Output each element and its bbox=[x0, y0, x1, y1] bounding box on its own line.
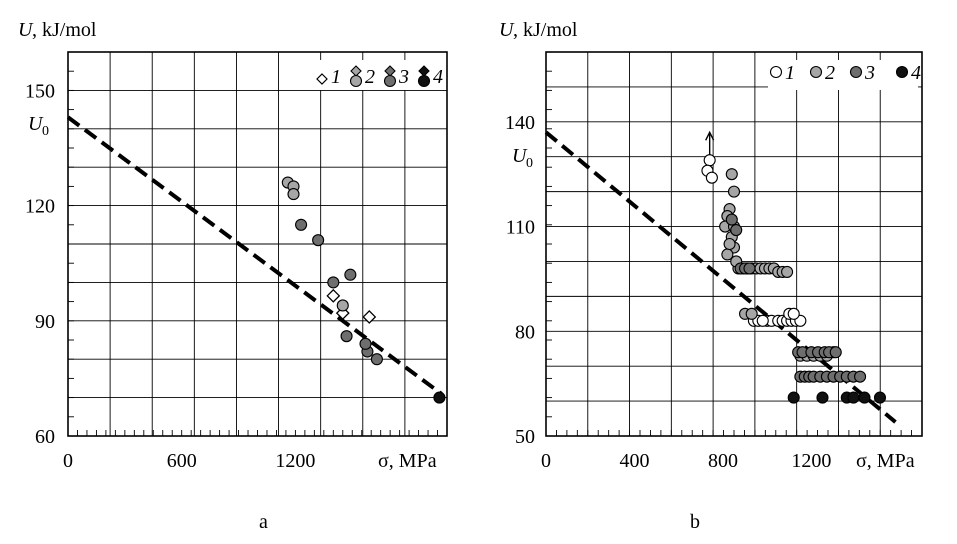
panel-a-y-tick-label: 60 bbox=[35, 426, 55, 448]
panel-b-frame bbox=[545, 51, 923, 437]
panel-b-y-tick-label: 50 bbox=[515, 426, 535, 448]
legend-circle-4 bbox=[417, 74, 431, 88]
panel-a-u0-label: U bbox=[28, 113, 44, 135]
panel-a-legend: 1 2 3 4 bbox=[314, 60, 443, 90]
panel-b-label: b bbox=[690, 511, 700, 533]
panel-b-arrow-head bbox=[705, 130, 715, 141]
series-1-point bbox=[705, 171, 718, 184]
panel-b-u0-sub: 0 bbox=[526, 156, 533, 171]
series-3-point bbox=[743, 262, 756, 275]
series-2-point bbox=[287, 188, 300, 201]
panel-b-legend: 1 2 3 4 bbox=[768, 60, 921, 90]
series-2-point bbox=[725, 168, 738, 181]
panel-b-points bbox=[701, 154, 887, 404]
panel-b-ylabel-symbol: U bbox=[499, 19, 515, 41]
panel-b-x-tick-label: 0 bbox=[541, 450, 551, 472]
panel-a-ticks: 0 600 1200 60 90 120 150 bbox=[25, 70, 438, 472]
legend-circle-2 bbox=[349, 74, 363, 88]
series-4-point bbox=[816, 391, 829, 404]
series-4-point bbox=[873, 391, 887, 404]
series-4-point bbox=[847, 391, 860, 404]
panel-a-points bbox=[281, 176, 446, 404]
series-3-point bbox=[295, 218, 308, 231]
panel-b-xlabel: σ, MPa bbox=[856, 450, 915, 472]
series-4-point bbox=[787, 391, 800, 404]
panel-a-grid bbox=[68, 52, 447, 436]
legend-marker-2 bbox=[809, 65, 823, 79]
panel-a-ylabel-unit: , kJ/mol bbox=[32, 19, 97, 41]
series-1-point bbox=[703, 154, 716, 167]
series-1-point bbox=[326, 288, 341, 303]
series-2-point bbox=[745, 307, 758, 320]
series-3-point bbox=[359, 337, 372, 350]
panel-b-y-tick-label: 110 bbox=[506, 217, 535, 239]
legend-label-3: 3 bbox=[864, 62, 875, 84]
legend-label-4: 4 bbox=[911, 62, 921, 84]
series-2-point bbox=[336, 299, 349, 312]
panel-a-label: a bbox=[259, 511, 268, 533]
legend-circle-3 bbox=[383, 74, 397, 88]
series-3-point bbox=[340, 330, 353, 343]
legend-label-2: 2 bbox=[825, 62, 835, 84]
panel-b-y-tick-label: 80 bbox=[515, 321, 535, 343]
series-3-point bbox=[854, 370, 867, 383]
series-3-point bbox=[725, 213, 738, 226]
series-3-point bbox=[730, 223, 743, 237]
series-3-point bbox=[344, 268, 357, 281]
panel-b-x-tick-label: 800 bbox=[708, 450, 738, 472]
series-2-point bbox=[723, 237, 736, 251]
panel-a-x-tick-label: 600 bbox=[167, 450, 197, 472]
panel-b-x-tick-label: 1200 bbox=[791, 450, 831, 472]
panel-a-u0-sub: 0 bbox=[42, 124, 49, 139]
panel-b-legend-bg bbox=[768, 60, 918, 90]
panel-b-y-tick-label: 140 bbox=[505, 112, 535, 134]
legend-marker-1 bbox=[316, 73, 328, 85]
chart-panel-a: 0 600 1200 60 90 120 150 1 2 3 4 U , kJ/mol σ, MP… bbox=[18, 19, 448, 533]
series-4-point bbox=[858, 391, 871, 404]
panel-a-frame bbox=[67, 51, 448, 437]
panel-a-y-tick-label: 120 bbox=[25, 196, 55, 218]
legend-label-2: 2 bbox=[365, 66, 375, 88]
panel-a-x-tick-label: 1200 bbox=[275, 450, 315, 472]
series-1-point bbox=[787, 307, 800, 320]
series-2-point bbox=[781, 265, 794, 278]
series-1-point bbox=[362, 310, 377, 324]
panel-a-ylabel-symbol: U bbox=[18, 19, 34, 41]
panel-a-y-tick-label: 150 bbox=[25, 80, 55, 102]
series-4-point bbox=[433, 391, 446, 404]
legend-label-3: 3 bbox=[398, 66, 409, 88]
panel-a-y-tick-label: 90 bbox=[35, 311, 55, 333]
legend-marker-1 bbox=[769, 65, 783, 79]
series-2-point bbox=[727, 185, 741, 198]
panel-a-x-tick-label: 0 bbox=[63, 450, 73, 472]
chart-panel-b: 0 400 800 1200 50 80 110 140 1 2 3 4 U , kJ/mol σ,… bbox=[499, 19, 923, 533]
series-3-point bbox=[312, 234, 325, 247]
series-1-point bbox=[756, 314, 769, 327]
series-3-point bbox=[327, 276, 340, 289]
panel-b-arrow bbox=[705, 130, 715, 157]
legend-label-1: 1 bbox=[785, 62, 795, 84]
legend-marker-3 bbox=[849, 65, 863, 79]
legend-marker-4 bbox=[895, 65, 909, 79]
panel-b-x-tick-label: 400 bbox=[619, 450, 649, 472]
panel-b-ticks: 0 400 800 1200 50 80 110 140 bbox=[505, 70, 913, 472]
panel-a-trend-line bbox=[66, 115, 443, 396]
series-3-point bbox=[370, 353, 383, 366]
panel-a-xlabel: σ, MPa bbox=[378, 450, 437, 472]
series-3-point bbox=[829, 346, 842, 359]
legend-label-4: 4 bbox=[433, 66, 443, 88]
legend-label-1: 1 bbox=[331, 66, 341, 88]
panel-b-u0-label: U bbox=[512, 145, 528, 167]
panel-b-ylabel-unit: , kJ/mol bbox=[513, 19, 578, 41]
